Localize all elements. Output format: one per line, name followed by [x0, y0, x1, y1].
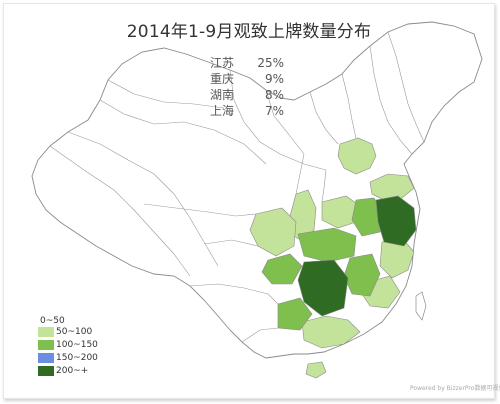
region-medium-guangxi [277, 297, 313, 331]
region-dark-hunan [297, 259, 349, 317]
stat-percent: 25% [257, 56, 284, 70]
china-province-map [31, 21, 483, 379]
legend-label: 100~150 [56, 340, 98, 350]
stat-percent: 7% [264, 104, 284, 118]
region-light-north [337, 137, 377, 175]
stat-province: 上海 [210, 104, 235, 118]
legend-item: 150~200 [38, 353, 98, 366]
stat-row: 重庆 9% [210, 71, 284, 87]
region-medium-hubei [297, 227, 357, 263]
legend-label: 150~200 [56, 353, 98, 363]
legend-item: 100~150 [38, 340, 98, 353]
legend-label: 50~100 [56, 327, 93, 337]
region-light-sichuan [249, 207, 297, 257]
region-light-guangdong [301, 315, 361, 349]
region-taiwan [415, 291, 427, 321]
stat-province: 江苏 [210, 56, 235, 70]
stat-row: 湖南 8% [210, 87, 284, 103]
stat-percent: 8% [264, 88, 284, 102]
map-card: 2014年1-9月观致上牌数量分布 江苏 25% 重庆 9% 湖南 8% 上海 7% 0… [3, 3, 500, 399]
legend-swatch-dark [38, 366, 54, 376]
stat-province: 重庆 [210, 72, 235, 86]
legend-swatch-light [38, 327, 54, 337]
map-legend: 0~50 50~100 100~150 150~200 200~+ [38, 315, 98, 379]
legend-item: 200~+ [38, 366, 98, 379]
stat-row: 上海 7% [210, 103, 284, 119]
region-medium-chongqing [261, 253, 303, 285]
legend-swatch-blue [38, 353, 54, 363]
legend-swatch-medium [38, 340, 54, 350]
legend-item: 50~100 [38, 327, 98, 340]
powered-by-credit: Powered by BizzerPro数据可视化 [410, 385, 500, 392]
stat-percent: 9% [264, 72, 284, 86]
province-boundaries [49, 31, 425, 343]
legend-head: 0~50 [40, 316, 65, 326]
legend-label: 200~+ [56, 366, 89, 376]
region-medium-anhui [351, 197, 385, 237]
region-light-shandong [369, 173, 415, 201]
region-light-hainan [305, 361, 327, 379]
region-dark-jiangsu [375, 195, 417, 247]
map-title: 2014年1-9月观致上牌数量分布 [126, 22, 372, 42]
stat-row: 江苏 25% [210, 55, 284, 71]
top-province-stats: 江苏 25% 重庆 9% 湖南 8% 上海 7% [210, 55, 284, 119]
stat-province: 湖南 [210, 88, 235, 102]
